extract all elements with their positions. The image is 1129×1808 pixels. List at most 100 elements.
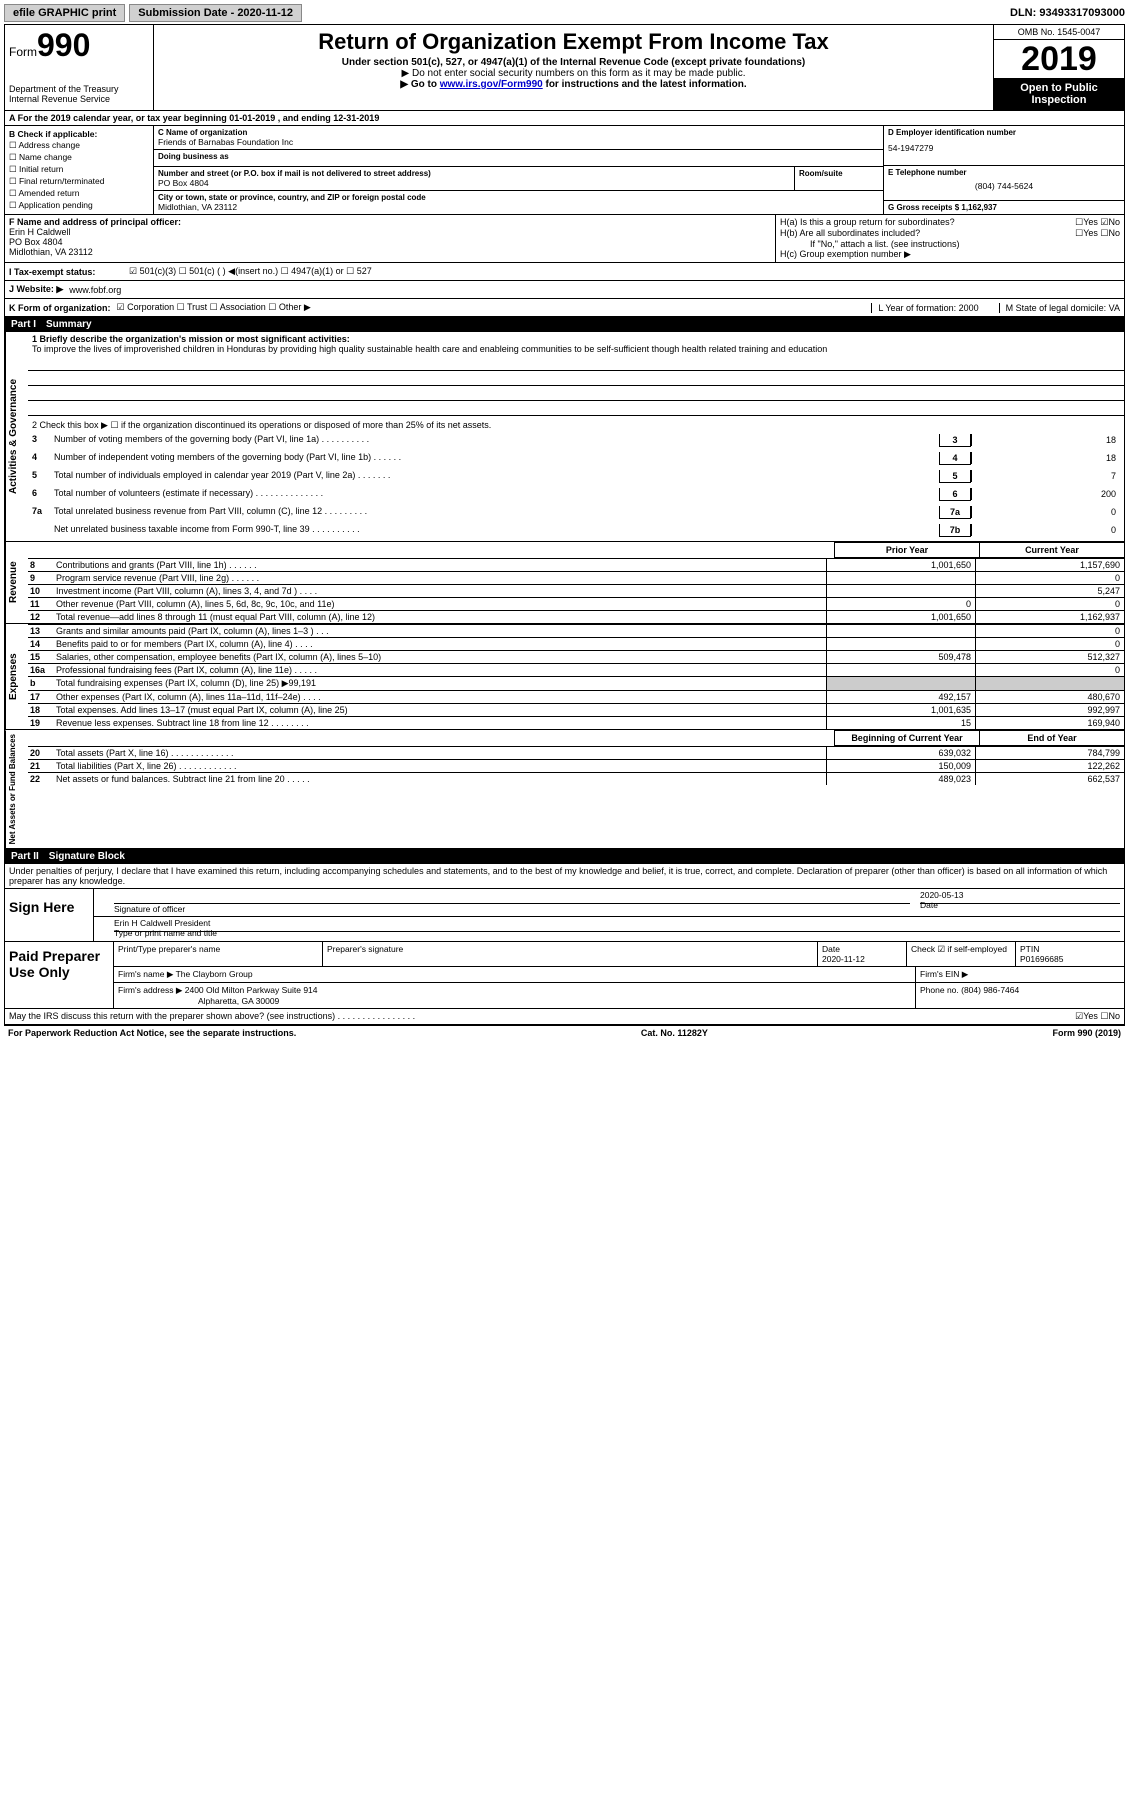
col-current-year: Current Year [979, 542, 1124, 558]
data-line: 15Salaries, other compensation, employee… [28, 650, 1124, 663]
cb-name-change[interactable]: ☐ Name change [9, 152, 149, 163]
gov-line: 5Total number of individuals employed in… [28, 469, 1124, 487]
state-domicile: M State of legal domicile: VA [999, 303, 1120, 313]
col-end-year: End of Year [979, 730, 1124, 746]
vert-activities: Activities & Governance [5, 332, 28, 541]
tel-label: E Telephone number [888, 168, 1120, 177]
data-line: 20Total assets (Part X, line 16) . . . .… [28, 746, 1124, 759]
dba-label: Doing business as [158, 152, 879, 161]
form-number: 990 [37, 27, 90, 63]
discuss-row: May the IRS discuss this return with the… [5, 1009, 1124, 1025]
section-net-assets: Net Assets or Fund Balances Beginning of… [5, 730, 1124, 849]
top-toolbar: efile GRAPHIC print Submission Date - 20… [4, 4, 1125, 22]
section-activities-governance: Activities & Governance 1 Briefly descri… [5, 332, 1124, 542]
firm-addr1: 2400 Old Milton Parkway Suite 914 [185, 985, 318, 995]
gov-line: 4Number of independent voting members of… [28, 451, 1124, 469]
irs-label: Internal Revenue Service [9, 94, 149, 104]
part-1-title: Summary [46, 319, 92, 330]
row-j-website: J Website: ▶ www.fobf.org [5, 281, 1124, 299]
sig-date-value: 2020-05-13 [920, 890, 1120, 900]
form-prefix: Form [9, 45, 37, 59]
addr-value: PO Box 4804 [158, 178, 790, 188]
form-header: Form990 Department of the Treasury Inter… [5, 25, 1124, 111]
data-line: 9Program service revenue (Part VIII, lin… [28, 571, 1124, 584]
ptin-value: P01696685 [1020, 954, 1120, 964]
addr-label: Number and street (or P.O. box if mail i… [158, 169, 790, 178]
col-begin-year: Beginning of Current Year [834, 730, 979, 746]
note-2-pre: ▶ Go to [400, 79, 439, 90]
data-line: 14Benefits paid to or for members (Part … [28, 637, 1124, 650]
efile-button[interactable]: efile GRAPHIC print [4, 4, 125, 22]
officer-name: Erin H Caldwell [9, 227, 771, 237]
part-1-label: Part I [11, 319, 36, 330]
dln-label: DLN: 93493317093000 [1010, 7, 1125, 19]
sig-date-label: Date [920, 900, 938, 910]
form-container: Form990 Department of the Treasury Inter… [4, 24, 1125, 1026]
hb-answer[interactable]: ☐Yes ☐No [1075, 228, 1120, 239]
website-value: www.fobf.org [69, 285, 121, 295]
website-label: J Website: ▶ [9, 284, 63, 295]
firm-addr2: Alpharetta, GA 30009 [118, 996, 911, 1006]
hb-note: If "No," attach a list. (see instruction… [780, 239, 1120, 249]
sig-officer-label: Signature of officer [114, 904, 185, 914]
sign-here-label: Sign Here [5, 889, 94, 941]
row-k-form-org: K Form of organization: ☑ Corporation ☐ … [5, 299, 1124, 317]
hb-label: H(b) Are all subordinates included? [780, 228, 1075, 239]
section-revenue: Revenue Prior Year Current Year 8Contrib… [5, 542, 1124, 624]
firm-ein-label: Firm's EIN ▶ [920, 969, 968, 979]
form-org-label: K Form of organization: [9, 303, 111, 313]
sig-name-label: Type or print name and title [114, 928, 217, 938]
note-2-post: for instructions and the latest informat… [543, 79, 747, 90]
org-name: Friends of Barnabas Foundation Inc [158, 137, 879, 147]
discuss-answer[interactable]: ☑Yes ☐No [1075, 1011, 1120, 1022]
data-line: 12Total revenue—add lines 8 through 11 (… [28, 610, 1124, 623]
header-right: OMB No. 1545-0047 2019 Open to Public In… [993, 25, 1124, 110]
data-line: 10Investment income (Part VIII, column (… [28, 584, 1124, 597]
row-i-tax-status: I Tax-exempt status: ☑ 501(c)(3) ☐ 501(c… [5, 263, 1124, 281]
submission-date-button[interactable]: Submission Date - 2020-11-12 [129, 4, 302, 22]
col-f-officer: F Name and address of principal officer:… [5, 215, 775, 262]
phone-label: Phone no. (804) 986-7464 [920, 985, 1019, 995]
data-line: 13Grants and similar amounts paid (Part … [28, 624, 1124, 637]
col-c: C Name of organization Friends of Barnab… [154, 126, 1124, 214]
tax-year: 2019 [994, 40, 1124, 78]
section-bcdefg: B Check if applicable: ☐ Address change … [5, 126, 1124, 215]
col-b-title: B Check if applicable: [9, 129, 149, 139]
form-subtitle: Under section 501(c), 527, or 4947(a)(1)… [160, 57, 987, 68]
prep-check-self-employed[interactable]: Check ☑ if self-employed [911, 944, 1011, 955]
paid-preparer-label: Paid Preparer Use Only [5, 942, 114, 1008]
page-footer: For Paperwork Reduction Act Notice, see … [4, 1026, 1125, 1040]
section-expenses: Expenses 13Grants and similar amounts pa… [5, 624, 1124, 730]
prep-sig-label: Preparer's signature [327, 944, 813, 954]
footer-left: For Paperwork Reduction Act Notice, see … [8, 1028, 296, 1038]
tax-status-options[interactable]: ☑ 501(c)(3) ☐ 501(c) ( ) ◀(insert no.) ☐… [129, 266, 372, 277]
row-a-tax-year: A For the 2019 calendar year, or tax yea… [5, 111, 1124, 126]
dept-label: Department of the Treasury [9, 84, 149, 94]
cb-final-return[interactable]: ☐ Final return/terminated [9, 176, 149, 187]
omb-number: OMB No. 1545-0047 [994, 25, 1124, 40]
part-2-header: Part II Signature Block [5, 849, 1124, 864]
cb-initial-return[interactable]: ☐ Initial return [9, 164, 149, 175]
city-label: City or town, state or province, country… [158, 193, 879, 202]
col-b-checkboxes: B Check if applicable: ☐ Address change … [5, 126, 154, 214]
ein-value: 54-1947279 [888, 143, 1120, 153]
org-name-label: C Name of organization [158, 128, 879, 137]
data-line: 17Other expenses (Part IX, column (A), l… [28, 690, 1124, 703]
firm-name-label: Firm's name ▶ [118, 969, 173, 979]
cb-application-pending[interactable]: ☐ Application pending [9, 200, 149, 211]
prep-date-value: 2020-11-12 [822, 954, 902, 964]
irs-link[interactable]: www.irs.gov/Form990 [440, 79, 543, 90]
ha-answer[interactable]: ☐Yes ☑No [1075, 217, 1120, 228]
form-org-options[interactable]: ☑ Corporation ☐ Trust ☐ Association ☐ Ot… [117, 302, 311, 313]
gov-line: 3Number of voting members of the governi… [28, 433, 1124, 451]
part-1-header: Part I Summary [5, 317, 1124, 332]
officer-label: F Name and address of principal officer: [9, 217, 771, 227]
cb-address-change[interactable]: ☐ Address change [9, 140, 149, 151]
firm-addr-label: Firm's address ▶ [118, 985, 182, 995]
footer-mid: Cat. No. 11282Y [641, 1028, 708, 1038]
data-line: 21Total liabilities (Part X, line 26) . … [28, 759, 1124, 772]
hc-label: H(c) Group exemption number ▶ [780, 249, 1120, 260]
cb-amended-return[interactable]: ☐ Amended return [9, 188, 149, 199]
data-line: 19Revenue less expenses. Subtract line 1… [28, 716, 1124, 729]
gross-receipts: G Gross receipts $ 1,162,937 [888, 203, 1120, 212]
